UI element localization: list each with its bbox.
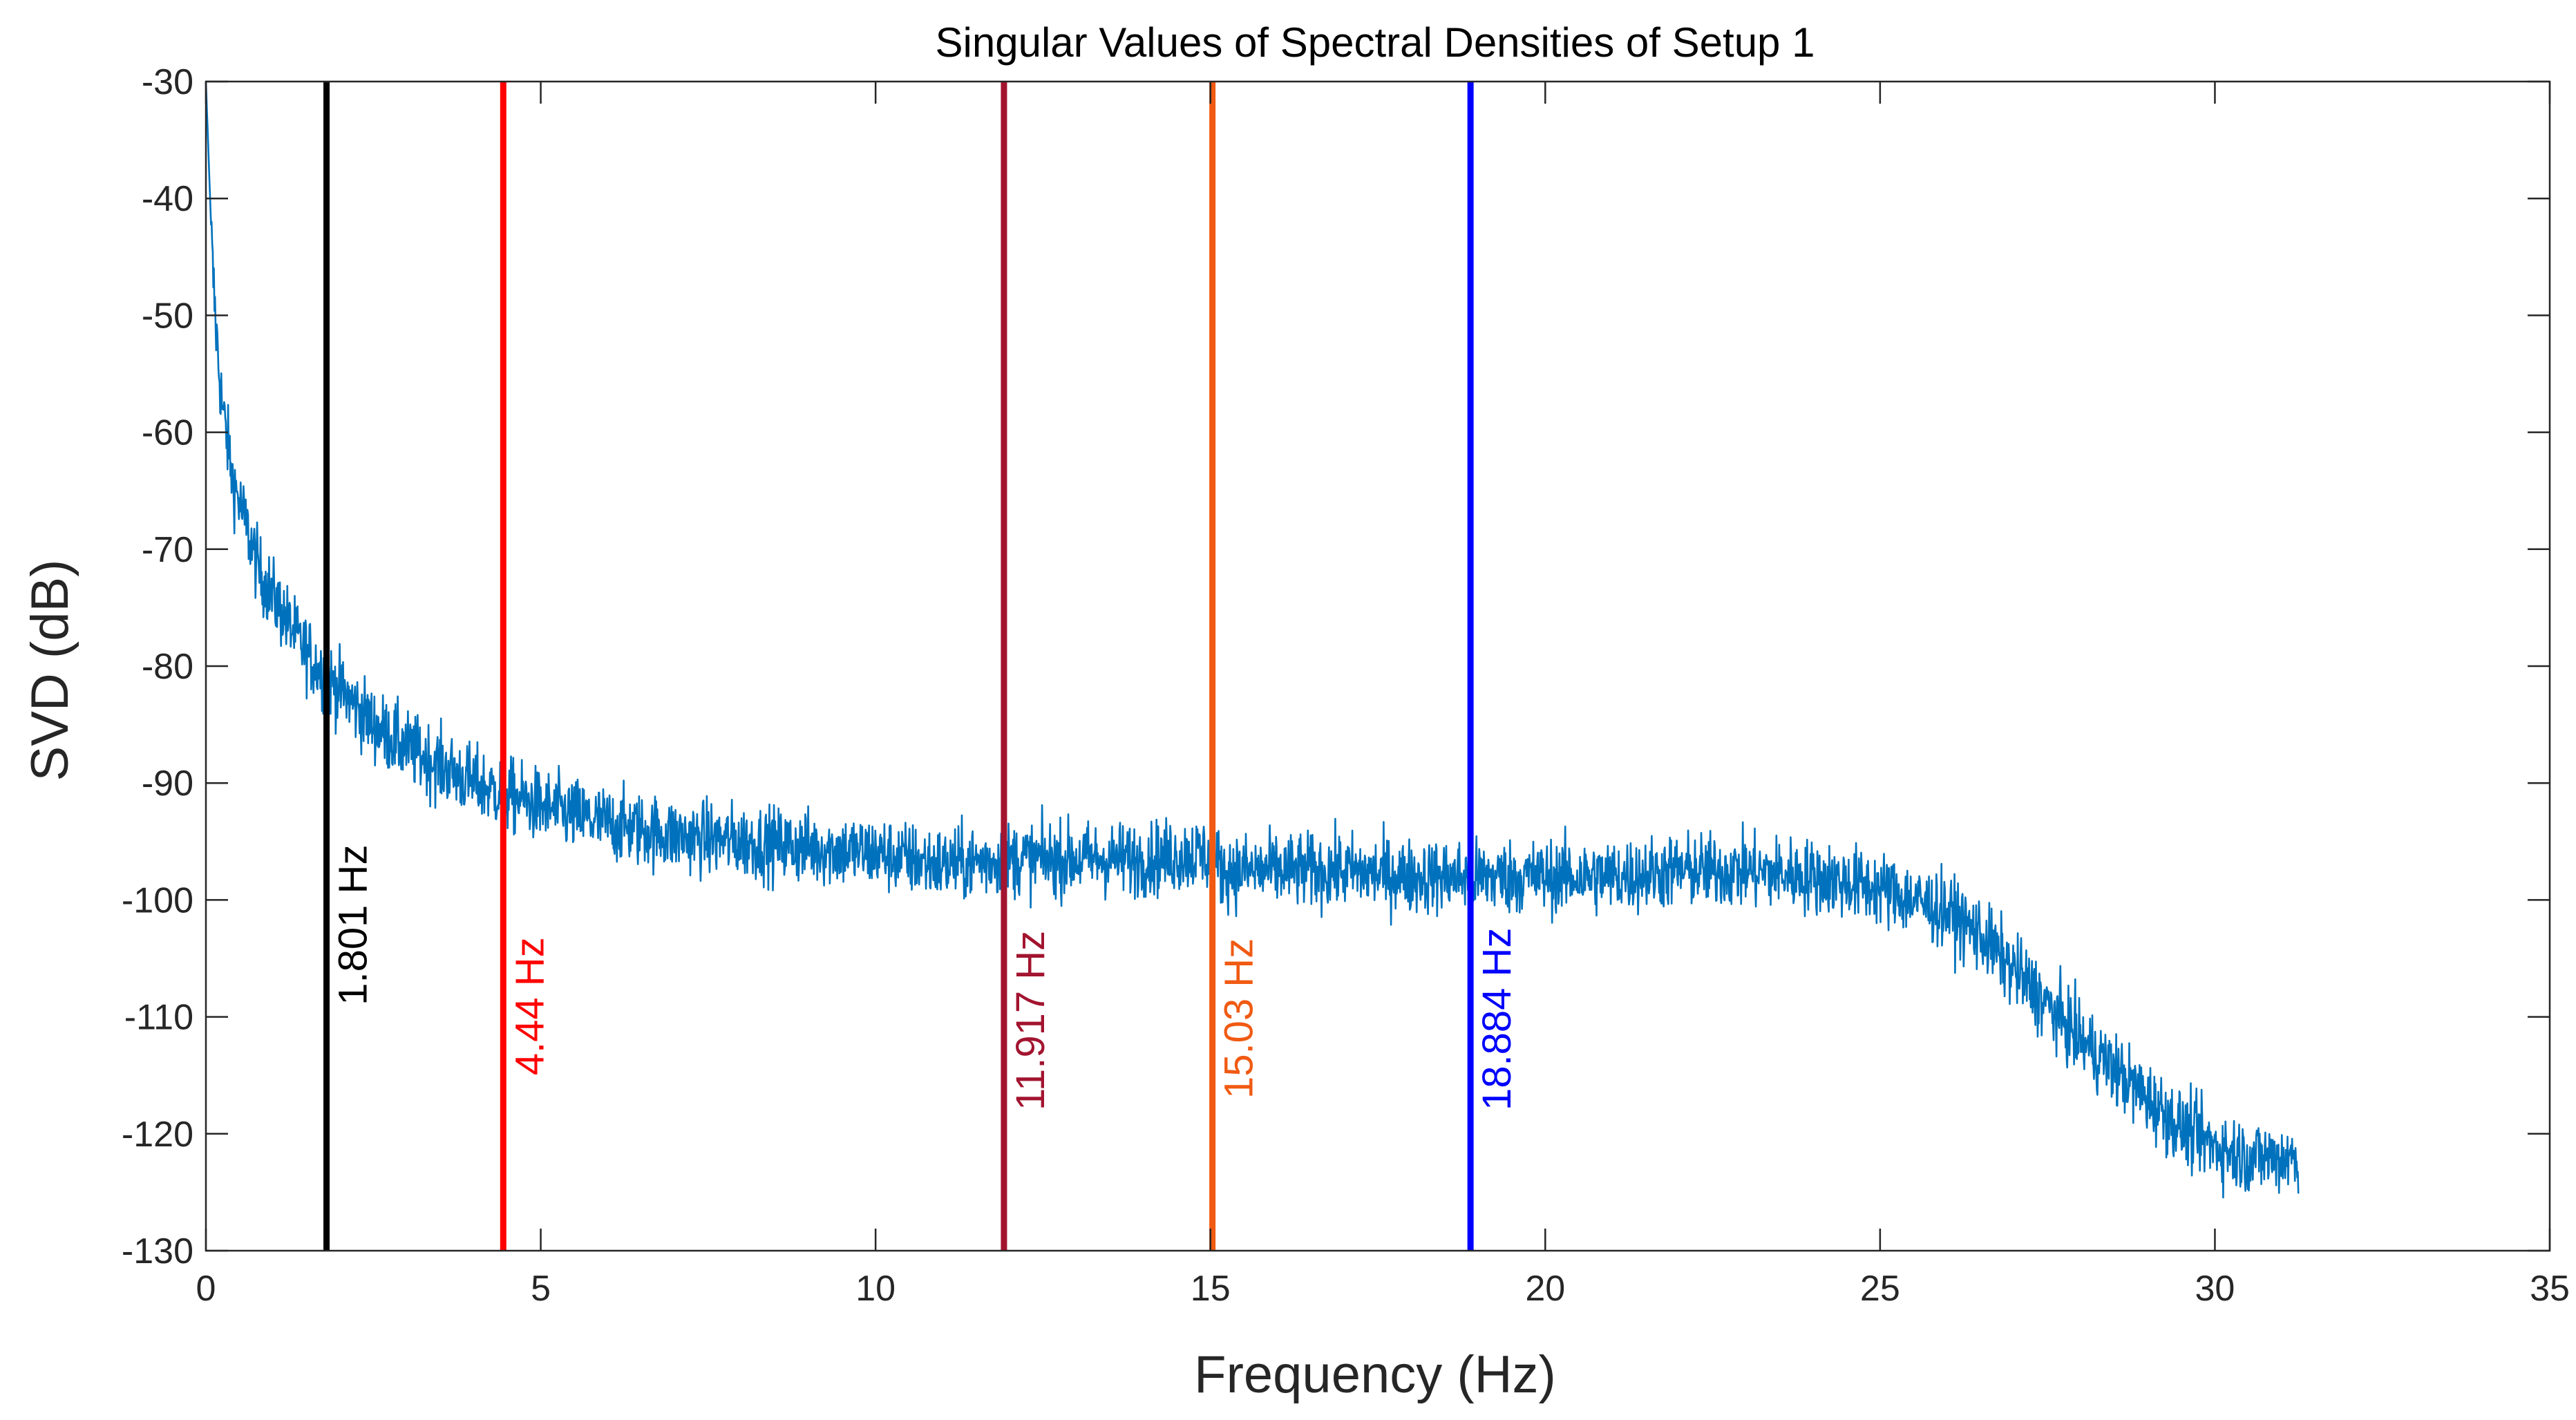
y-axis-label: SVD (dB) <box>21 560 79 782</box>
y-tick-label: -40 <box>142 179 193 219</box>
y-tick-label: -100 <box>122 880 193 920</box>
y-tick-label: -90 <box>142 764 193 804</box>
marker-label-3: 11.917 Hz <box>1008 931 1053 1110</box>
chart-title: Singular Values of Spectral Densities of… <box>936 19 1815 66</box>
y-tick-label: -80 <box>142 647 193 687</box>
x-axis-label: Frequency (Hz) <box>1194 1345 1556 1404</box>
x-tick-label: 15 <box>1191 1269 1231 1309</box>
y-tick-label: -50 <box>142 296 193 336</box>
marker-label-1: 1.801 Hz <box>331 845 376 1005</box>
x-tick-label: 5 <box>531 1269 551 1309</box>
marker-label-5: 18.884 Hz <box>1475 928 1519 1110</box>
y-tick-label: -70 <box>142 530 193 570</box>
marker-label-2: 4.44 Hz <box>507 937 552 1075</box>
marker-label-4: 15.03 Hz <box>1217 938 1262 1099</box>
y-tick-label: -120 <box>122 1115 193 1155</box>
x-tick-label: 10 <box>855 1269 896 1309</box>
x-tick-label: 25 <box>1860 1269 1900 1309</box>
x-tick-label: 0 <box>196 1269 216 1309</box>
frequency-markers: 1.801 Hz 4.44 Hz 11.917 Hz 15.03 Hz 18.884 H… <box>323 82 1519 1251</box>
series-line-1 <box>205 81 2300 1199</box>
x-tick-label: 20 <box>1525 1269 1565 1309</box>
y-tick-label: -130 <box>122 1231 193 1271</box>
x-tick-label: 30 <box>2195 1269 2235 1309</box>
axes: 0 5 10 15 20 25 30 35 -30 -40 -50 -60 -70 -80 -90 -100 -… <box>122 62 2570 1309</box>
plot-area <box>205 81 2300 1199</box>
y-tick-label: -30 <box>142 62 193 102</box>
x-tick-label: 35 <box>2530 1269 2570 1309</box>
y-tick-label: -110 <box>124 998 193 1038</box>
y-tick-label: -60 <box>142 413 193 453</box>
